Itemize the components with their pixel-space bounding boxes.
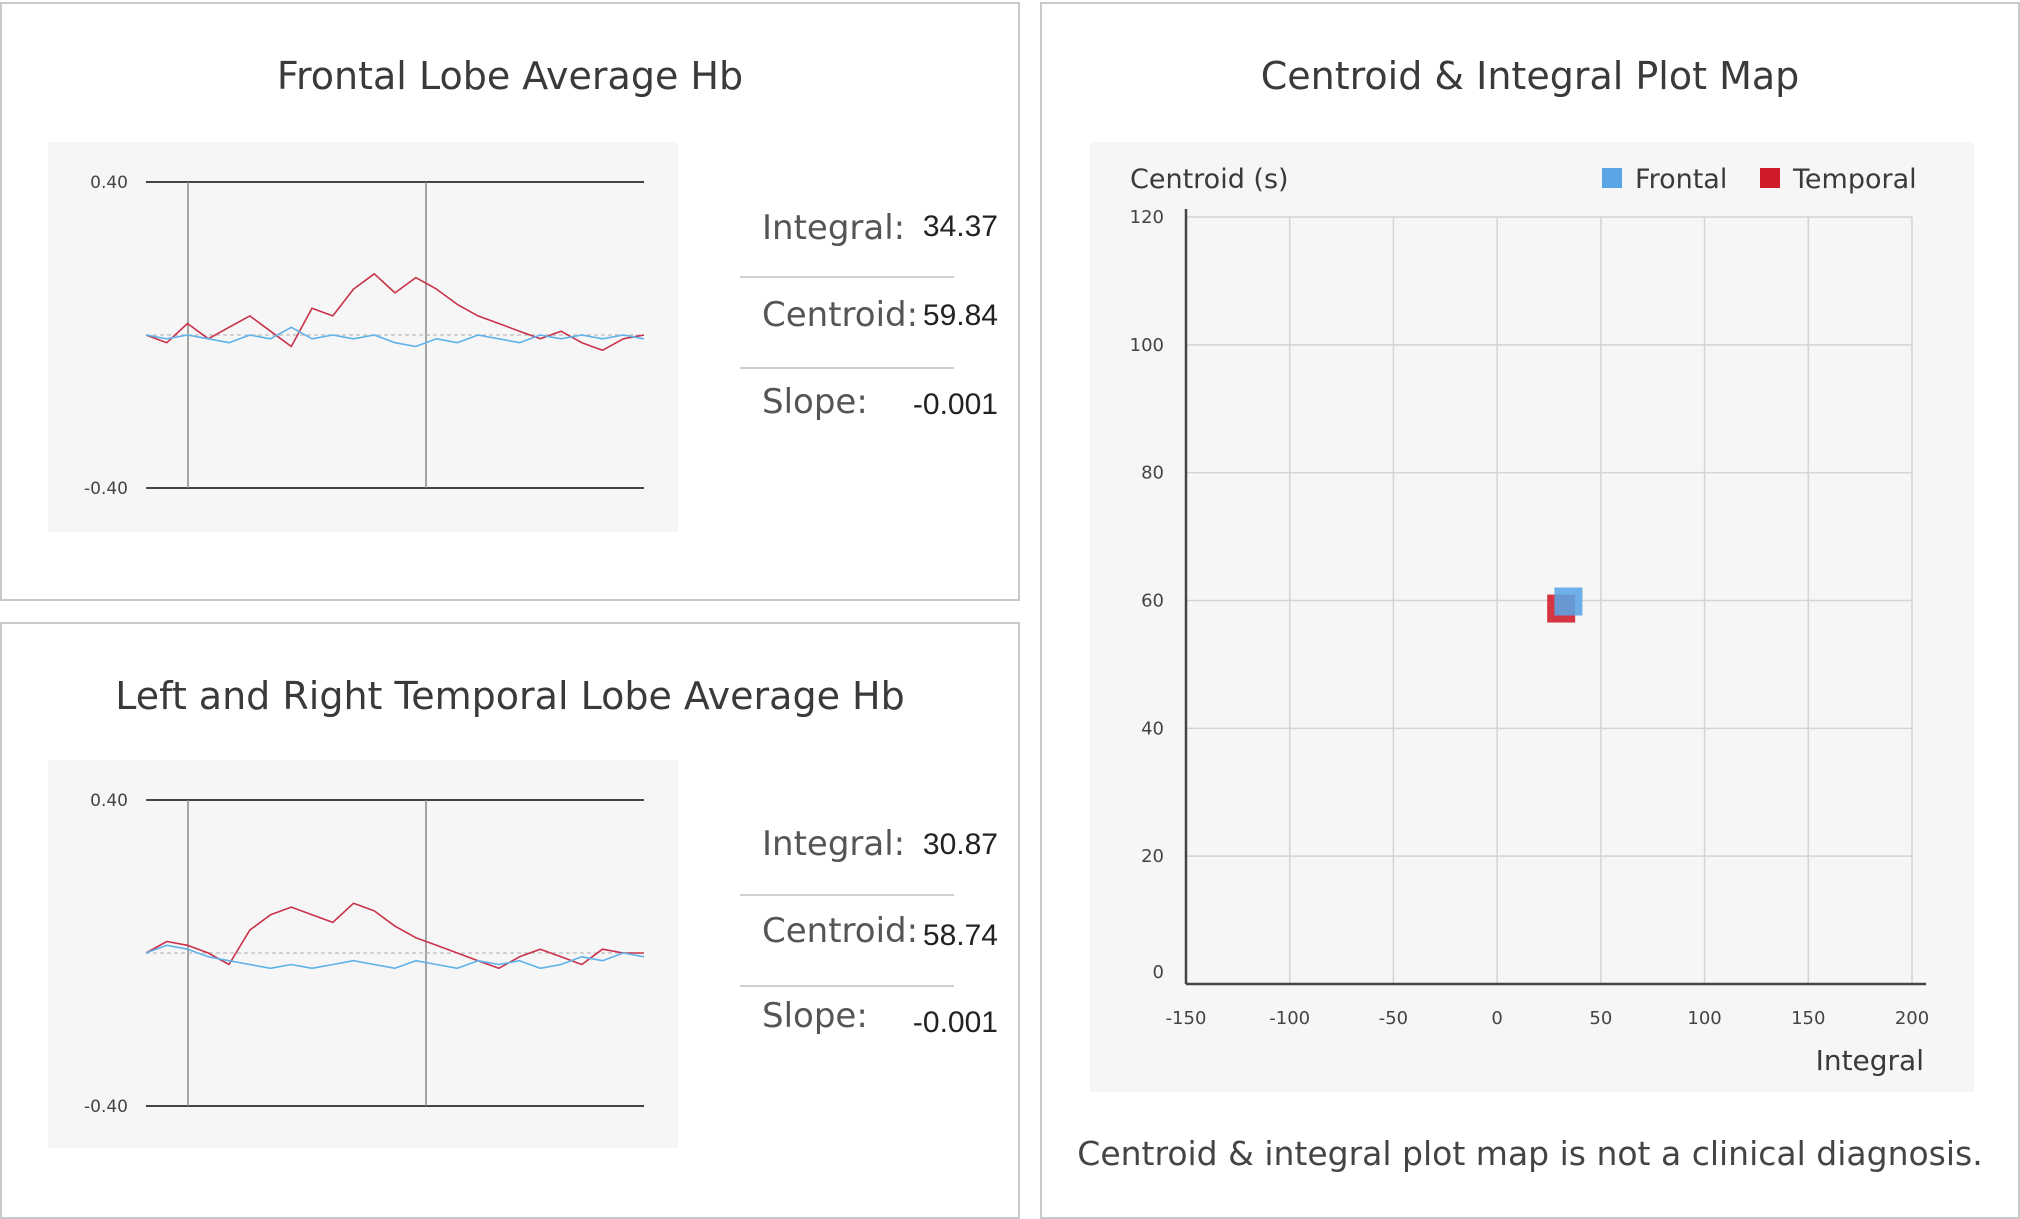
centroid-label: Centroid:	[762, 295, 919, 335]
frontal-ytick-label: -0.40	[84, 479, 128, 499]
temporal-series-line-0	[145, 902, 644, 970]
x-tick-label: 150	[1791, 1008, 1825, 1029]
centroid-value: 59.84	[922, 299, 998, 332]
frontal-centroid-row: Centroid: 59.84	[740, 281, 1002, 372]
y-tick-label: 40	[1141, 718, 1164, 739]
frontal-signal-svg: 0.40 -0.40	[84, 173, 645, 499]
frontal-slope-row: Slope: -0.001	[740, 372, 1002, 463]
frontal-title: Frontal Lobe Average Hb	[276, 54, 744, 98]
temporal-panel: Left and Right Temporal Lobe Average Hb …	[0, 622, 1020, 1219]
centroid-label: Centroid:	[762, 911, 919, 951]
legend-label-frontal: Frontal	[1635, 164, 1727, 195]
divider	[740, 367, 954, 369]
temporal-ytick-label: -0.40	[84, 1097, 128, 1117]
x-axis-label: Integral	[1816, 1044, 1924, 1077]
data-point-frontal	[1554, 587, 1583, 616]
frontal-integral-row: Integral: 34.37	[740, 190, 1002, 281]
legend-swatch-frontal	[1602, 168, 1622, 188]
frontal-series-line-1	[145, 326, 645, 348]
temporal-ytick-label: 0.40	[90, 791, 128, 811]
divider	[740, 276, 954, 278]
temporal-centroid-row: Centroid: 58.74	[740, 901, 1002, 992]
integral-value: 30.87	[922, 828, 998, 861]
map-title: Centroid & Integral Plot Map	[1260, 54, 1800, 98]
map-panel: Centroid & Integral Plot Map -150 -100 -50…	[1040, 2, 2020, 1219]
frontal-series-line-0	[145, 273, 645, 352]
x-tick-label: 50	[1589, 1008, 1612, 1029]
temporal-series-line-1	[145, 944, 645, 970]
legend-swatch-temporal	[1760, 168, 1780, 188]
temporal-integral-row: Integral: 30.87	[740, 810, 1002, 901]
centroid-integral-svg: -150 -100 -50 0 50 100 150 200 0 20 40 60 80 100 120 Ce…	[1130, 164, 1930, 1077]
slope-value: -0.001	[912, 1006, 998, 1039]
temporal-signal-chart: 0.40 -0.40	[48, 760, 678, 1148]
frontal-ytick-label: 0.40	[90, 173, 128, 193]
integral-value: 34.37	[922, 210, 998, 243]
slope-label: Slope:	[762, 382, 868, 422]
slope-label: Slope:	[762, 996, 868, 1036]
temporal-slope-row: Slope: -0.001	[740, 992, 1002, 1083]
temporal-signal-svg: 0.40 -0.40	[84, 791, 645, 1117]
integral-label: Integral:	[762, 208, 906, 248]
x-tick-label: 0	[1491, 1008, 1502, 1029]
y-axis-label: Centroid (s)	[1130, 164, 1289, 195]
y-tick-label: 60	[1141, 591, 1164, 612]
y-tick-label: 120	[1130, 207, 1164, 228]
disclaimer-text: Centroid & integral plot map is not a cl…	[1077, 1134, 1983, 1173]
frontal-panel: Frontal Lobe Average Hb 0.40 -0.40 Integr…	[0, 2, 1020, 601]
divider	[740, 985, 954, 987]
x-tick-label: -150	[1166, 1008, 1207, 1029]
legend-label-temporal: Temporal	[1792, 164, 1917, 195]
x-tick-label: 200	[1895, 1008, 1929, 1029]
integral-label: Integral:	[762, 824, 906, 864]
slope-value: -0.001	[912, 388, 998, 421]
y-tick-label: 80	[1141, 463, 1164, 484]
x-tick-label: 100	[1687, 1008, 1721, 1029]
frontal-signal-chart: 0.40 -0.40	[48, 142, 678, 532]
divider	[740, 894, 954, 896]
y-tick-label: 0	[1153, 962, 1164, 983]
centroid-value: 58.74	[922, 919, 998, 952]
temporal-title: Left and Right Temporal Lobe Average Hb	[115, 674, 905, 718]
temporal-stats: Integral: 30.87 Centroid: 58.74 Slope: -…	[740, 810, 1002, 1083]
y-tick-label: 20	[1141, 846, 1164, 867]
x-tick-label: -50	[1379, 1008, 1408, 1029]
y-tick-label: 100	[1130, 335, 1164, 356]
x-tick-label: -100	[1269, 1008, 1310, 1029]
frontal-stats: Integral: 34.37 Centroid: 59.84 Slope: -…	[740, 190, 1002, 463]
centroid-integral-chart: -150 -100 -50 0 50 100 150 200 0 20 40 60 80 100 120 Ce…	[1090, 142, 1974, 1092]
